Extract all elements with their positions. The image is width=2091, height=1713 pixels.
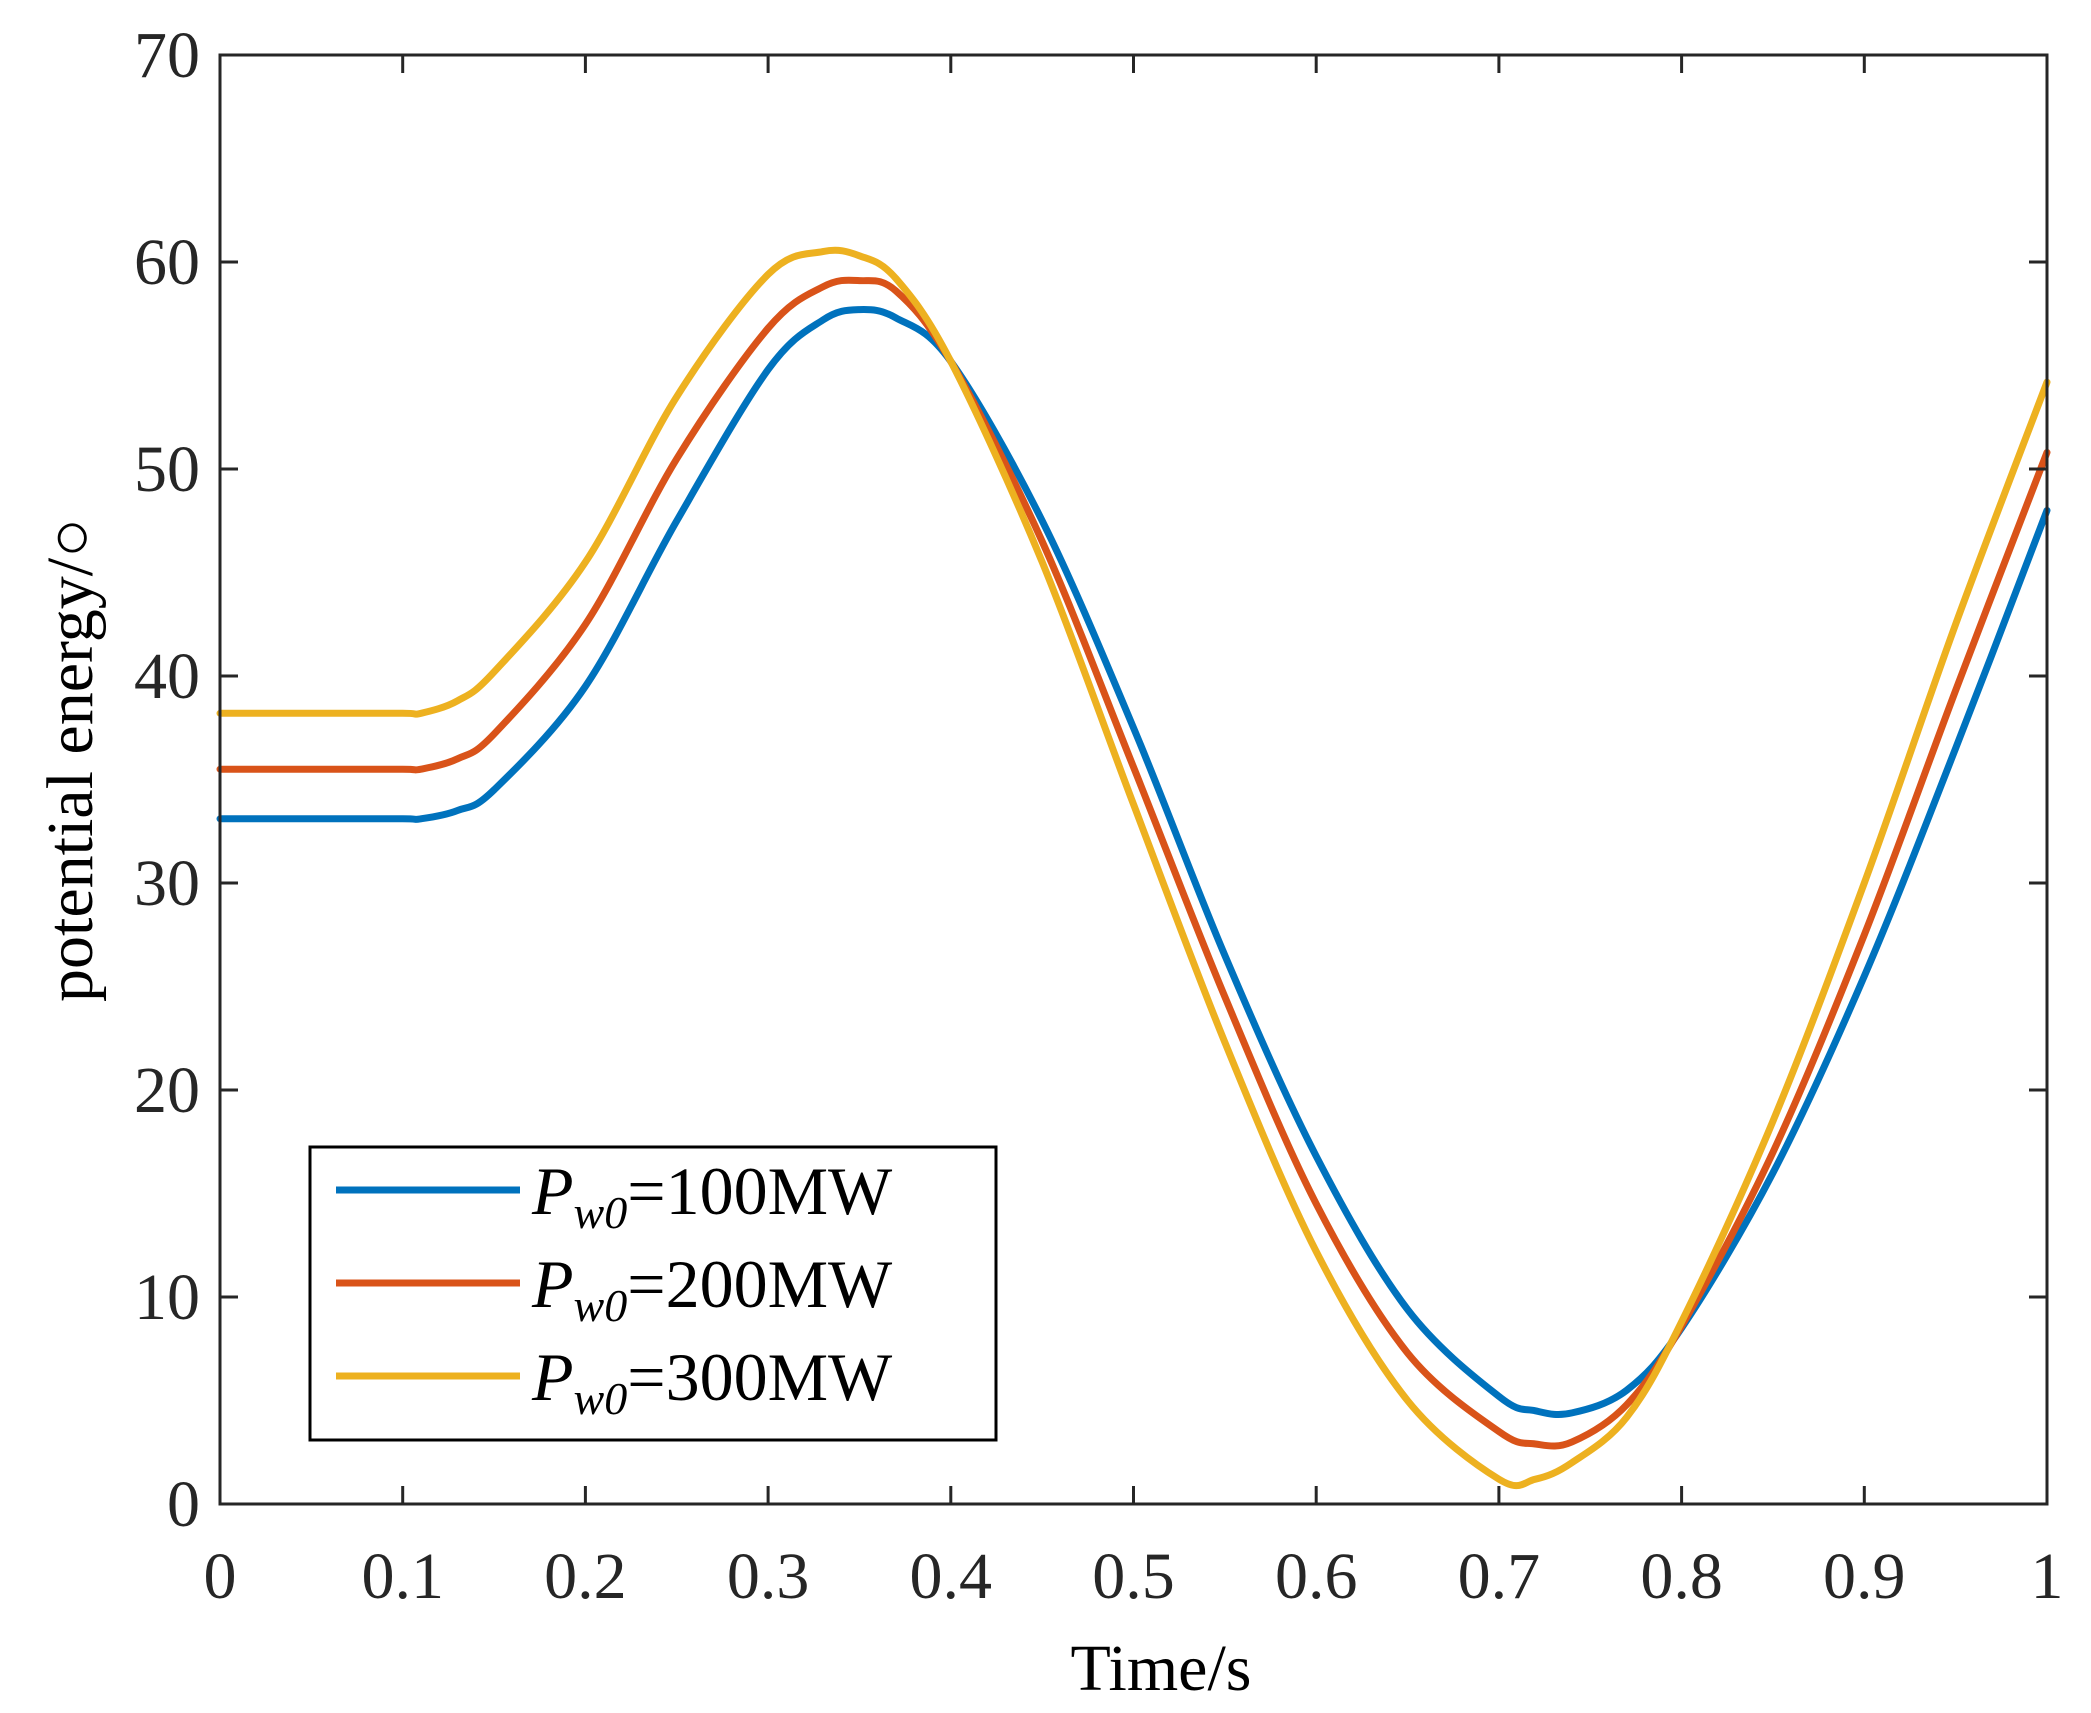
series-line-1 [216, 306, 2051, 1419]
x-tick-label: 0 [204, 1540, 237, 1613]
series-line-3 [216, 246, 2051, 1490]
x-tick-label: 0.4 [910, 1540, 993, 1613]
x-tick-label: 1 [2031, 1540, 2064, 1613]
x-tick-label: 0.3 [727, 1540, 810, 1613]
legend-label-3: Pw0=300MW [531, 1339, 893, 1424]
x-tick-label: 0.8 [1640, 1540, 1723, 1613]
y-tick-label: 50 [134, 433, 200, 506]
x-tick-label: 0.7 [1458, 1540, 1541, 1613]
legend-label-1: Pw0=100MW [531, 1153, 893, 1238]
y-tick-label: 0 [167, 1468, 200, 1541]
legend-box [308, 1145, 998, 1442]
x-axis-label: Time/s [1071, 1632, 1252, 1705]
series-lines [216, 246, 2051, 1490]
y-tick-label: 60 [134, 226, 200, 299]
y-axis-tick-labels: 0 10 20 30 40 50 60 70 [134, 19, 200, 1541]
x-axis-tick-labels: 0 0.1 0.2 0.3 0.4 0.5 0.6 0.7 0.8 0.9 1 [204, 1540, 2064, 1613]
x-tick-label: 0.5 [1092, 1540, 1175, 1613]
y-axis-label: potential energy/○ [34, 518, 107, 1002]
x-tick-label: 0.6 [1275, 1540, 1358, 1613]
y-tick-label: 70 [134, 19, 200, 92]
y-tick-label: 40 [134, 640, 200, 713]
legend-label-2: Pw0=200MW [531, 1246, 893, 1331]
x-tick-label: 0.2 [544, 1540, 627, 1613]
x-tick-label: 0.9 [1823, 1540, 1906, 1613]
x-tick-label: 0.1 [361, 1540, 444, 1613]
y-tick-label: 30 [134, 847, 200, 920]
series-line-2 [216, 276, 2051, 1450]
axis-ticks [218, 53, 2049, 1506]
y-tick-label: 10 [134, 1261, 200, 1334]
y-tick-label: 20 [134, 1054, 200, 1127]
